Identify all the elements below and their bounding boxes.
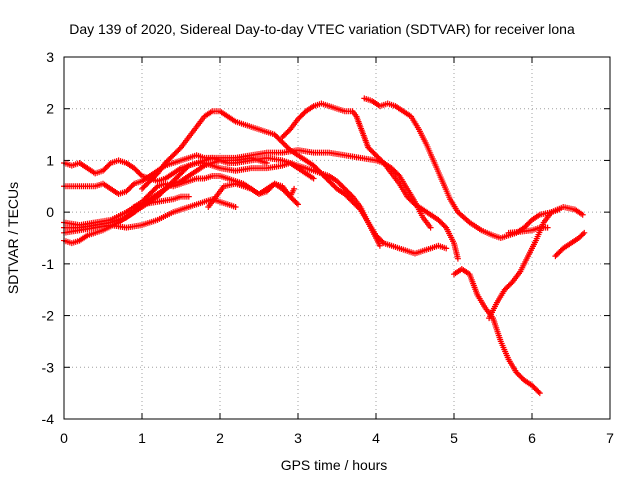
x-axis-title: GPS time / hours <box>281 457 388 473</box>
y-tick-label: -4 <box>42 411 55 427</box>
data-point <box>535 388 542 395</box>
data-point <box>376 242 383 249</box>
series-satellite-track-11 <box>361 95 586 241</box>
x-tick-label: 5 <box>450 430 458 446</box>
x-tick-label: 1 <box>138 430 146 446</box>
x-tick-label: 4 <box>372 430 380 446</box>
series-satellite-track-6 <box>61 196 239 236</box>
data-point <box>184 163 191 170</box>
data-point <box>508 280 515 287</box>
y-tick-label: 1 <box>46 152 54 168</box>
x-tick-label: 0 <box>60 430 68 446</box>
series-satellite-track-8 <box>205 180 298 210</box>
data-point <box>556 206 563 213</box>
series-satellite-track-1 <box>61 157 450 257</box>
data-point <box>356 205 363 212</box>
data-point <box>427 224 434 231</box>
y-tick-label: -2 <box>42 308 55 324</box>
series-satellite-track-14 <box>552 229 588 260</box>
series-satellite-track-13 <box>486 206 563 322</box>
data-point <box>153 184 160 191</box>
data-point <box>454 255 461 262</box>
series-satellite-track-7 <box>131 193 192 210</box>
series-satellite-track-10 <box>279 100 461 262</box>
y-tick-label: 3 <box>46 49 54 65</box>
data-point <box>106 161 113 168</box>
data-point <box>291 185 298 192</box>
y-tick-label: -3 <box>42 359 55 375</box>
x-tick-label: 2 <box>216 430 224 446</box>
data-point <box>185 193 192 200</box>
data-point <box>441 223 448 230</box>
y-axis-title: SDTVAR / TECUs <box>5 182 21 294</box>
y-tick-label: 2 <box>46 101 54 117</box>
data-point <box>544 224 551 231</box>
plot-frame <box>63 56 611 420</box>
data-point <box>129 181 136 188</box>
data-point <box>176 145 183 152</box>
data-point <box>293 200 300 207</box>
data-point <box>310 175 317 182</box>
x-tick-label: 3 <box>294 430 302 446</box>
series-satellite-track-4 <box>61 154 270 247</box>
data-point <box>295 201 301 208</box>
x-tick-label: 6 <box>528 430 536 446</box>
x-tick-label: 7 <box>606 430 614 446</box>
data-point <box>581 229 588 236</box>
data-point <box>579 211 586 218</box>
chart-title: Day 139 of 2020, Sidereal Day-to-day VTE… <box>69 21 575 37</box>
data-point <box>263 160 270 167</box>
y-tick-label: -1 <box>42 256 55 272</box>
series-satellite-track-12 <box>451 266 543 397</box>
series-satellite-track-9 <box>139 108 383 249</box>
data-point <box>379 158 386 165</box>
data-point <box>579 231 586 238</box>
data-point <box>137 171 144 178</box>
data-point <box>536 390 543 397</box>
y-tick-label: 0 <box>46 204 54 220</box>
data-point <box>443 245 450 252</box>
data-point <box>153 171 160 178</box>
series-satellite-track-15 <box>505 224 551 236</box>
series-satellite-track-5 <box>61 172 301 229</box>
data-point <box>285 127 292 134</box>
data-marks <box>61 95 588 397</box>
data-point <box>395 171 402 178</box>
data-point <box>232 203 239 210</box>
